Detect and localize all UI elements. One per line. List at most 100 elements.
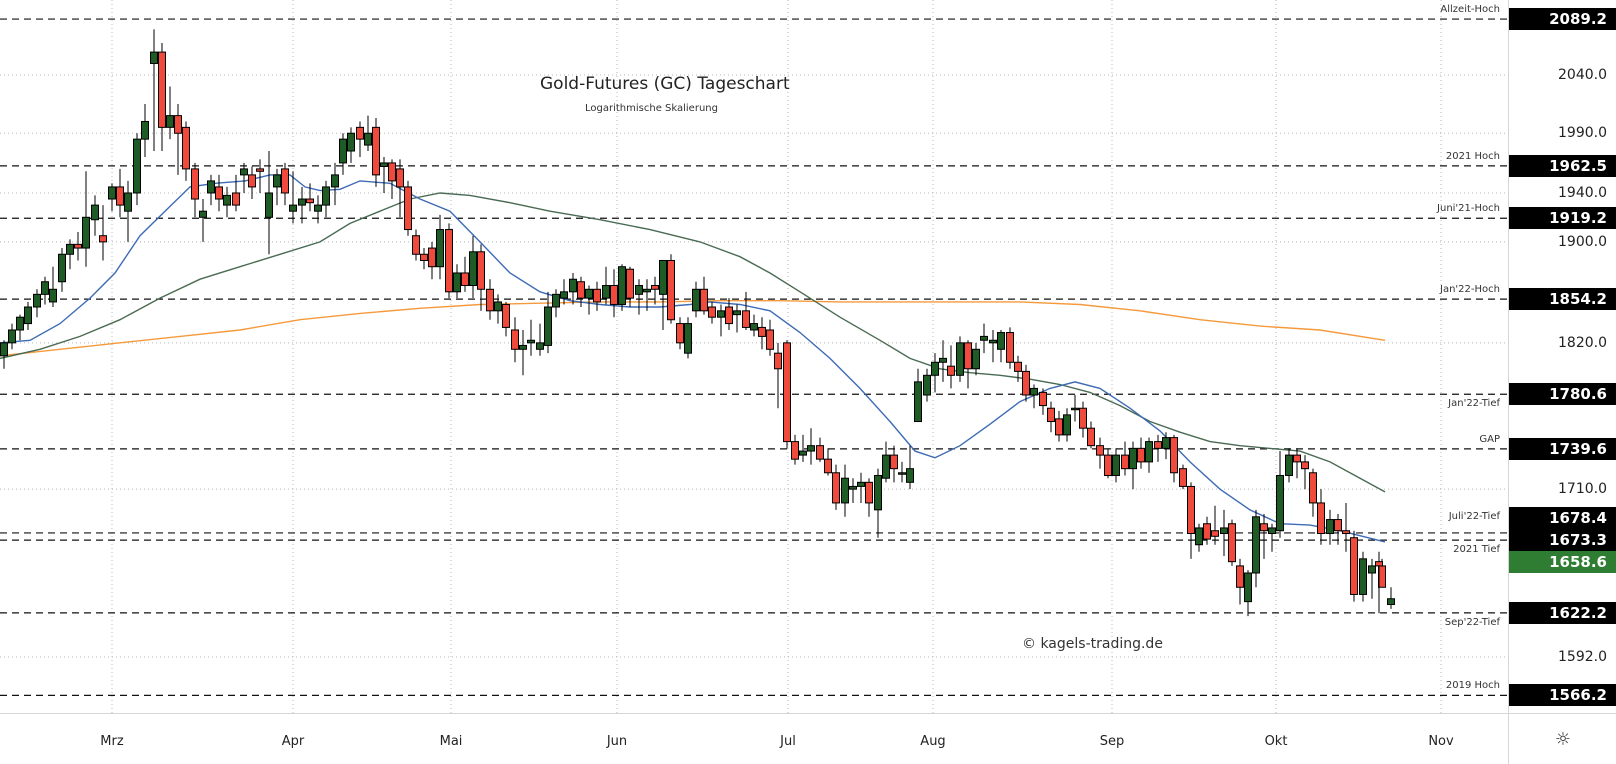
level-price-label: 1854.2 xyxy=(1509,288,1616,311)
time-tick-label: Mrz xyxy=(100,734,124,749)
candle xyxy=(832,464,840,510)
candle xyxy=(191,162,199,218)
candle xyxy=(807,428,815,465)
candle xyxy=(824,448,832,476)
price-tick-label: 1990.0 xyxy=(1558,125,1607,142)
candle xyxy=(298,186,306,224)
candle xyxy=(273,168,281,206)
candlestick-chart xyxy=(0,0,1508,713)
candle xyxy=(1195,523,1203,552)
candle xyxy=(1071,395,1079,422)
candle xyxy=(24,301,32,330)
candle xyxy=(659,259,667,330)
candle xyxy=(511,317,519,363)
candle xyxy=(91,195,99,236)
candle xyxy=(1375,551,1383,614)
candle xyxy=(700,276,708,315)
candle xyxy=(676,317,684,350)
candle xyxy=(1006,327,1014,369)
settings-button[interactable]: ☼ xyxy=(1508,713,1616,764)
candle xyxy=(41,276,49,305)
time-axis[interactable]: Mrz Apr Mai Jun Jul Aug Sep Okt Nov xyxy=(0,713,1508,764)
candle xyxy=(240,162,248,193)
level-name-label: Juni'21-Hoch xyxy=(1437,203,1500,215)
candle xyxy=(602,266,610,305)
sma20-line xyxy=(0,174,1386,543)
candle xyxy=(939,340,947,382)
candle xyxy=(1387,587,1395,609)
candle xyxy=(1359,551,1367,602)
time-tick-label: Apr xyxy=(281,734,305,749)
candle xyxy=(1087,421,1095,449)
candle xyxy=(610,269,618,318)
candle xyxy=(758,317,766,350)
candle xyxy=(1129,441,1137,490)
candle xyxy=(1301,455,1309,490)
candle xyxy=(1293,448,1301,479)
candle xyxy=(364,115,372,152)
candle xyxy=(66,239,74,270)
candle xyxy=(997,329,1005,363)
candle xyxy=(1112,448,1120,483)
gear-icon: ☼ xyxy=(1554,728,1572,750)
level-name-label: Sep'22-Tief xyxy=(1444,616,1500,628)
candle xyxy=(874,468,882,538)
candle xyxy=(972,342,980,376)
sma200-line xyxy=(0,300,1386,357)
candle xyxy=(643,279,651,311)
candle xyxy=(585,285,593,315)
last-price-label: 1658.6 xyxy=(1509,551,1616,573)
price-tick-label: 1710.0 xyxy=(1558,481,1607,498)
candle xyxy=(174,103,182,175)
candle xyxy=(182,121,190,181)
time-tick-label: Aug xyxy=(920,734,946,749)
price-axis[interactable]: 2040.0 1990.0 1940.0 1900.0 1820.0 1710.0 1592… xyxy=(1508,0,1616,713)
candle xyxy=(1187,482,1195,559)
time-tick-label: Mai xyxy=(439,734,463,749)
candle xyxy=(306,183,314,212)
candle xyxy=(82,171,90,267)
time-tick-label: Okt xyxy=(1264,734,1288,749)
candle xyxy=(569,272,577,305)
candle xyxy=(1145,437,1153,473)
candle xyxy=(552,289,560,318)
candle xyxy=(1079,401,1087,438)
candle xyxy=(445,223,453,299)
candle xyxy=(281,162,289,206)
candle xyxy=(536,323,544,356)
candle xyxy=(116,168,124,218)
candle xyxy=(791,434,799,465)
candle xyxy=(223,186,231,218)
chart-plot-area[interactable]: Gold-Futures (GC) Tageschart Logarithmis… xyxy=(0,0,1508,713)
candle xyxy=(1368,558,1376,599)
candle xyxy=(469,235,477,299)
candle xyxy=(461,256,469,292)
candle xyxy=(882,441,890,483)
sma50-line xyxy=(0,192,1386,493)
candle xyxy=(141,103,149,157)
candle xyxy=(1121,441,1129,476)
candle xyxy=(1220,509,1228,557)
candle xyxy=(1228,519,1236,566)
candle xyxy=(1063,408,1071,442)
candle xyxy=(931,353,939,393)
candle xyxy=(150,29,158,152)
candle xyxy=(717,304,725,337)
candle xyxy=(635,279,643,315)
candle xyxy=(989,329,997,363)
candle xyxy=(914,368,922,423)
candle xyxy=(1039,388,1047,415)
time-tick-label: Jul xyxy=(780,734,796,749)
candle xyxy=(560,279,568,305)
candle xyxy=(207,174,215,206)
copyright-watermark: © kagels-trading.de xyxy=(1022,636,1163,652)
level-name-label: 2021 Tief xyxy=(1453,544,1500,556)
candle xyxy=(956,336,964,382)
price-tick-label: 1820.0 xyxy=(1558,334,1607,351)
candle xyxy=(1179,464,1187,490)
candle xyxy=(1014,355,1022,382)
candle xyxy=(898,461,906,483)
candle xyxy=(733,304,741,333)
candle xyxy=(99,205,107,261)
level-name-label: Jan'22-Hoch xyxy=(1440,284,1500,296)
